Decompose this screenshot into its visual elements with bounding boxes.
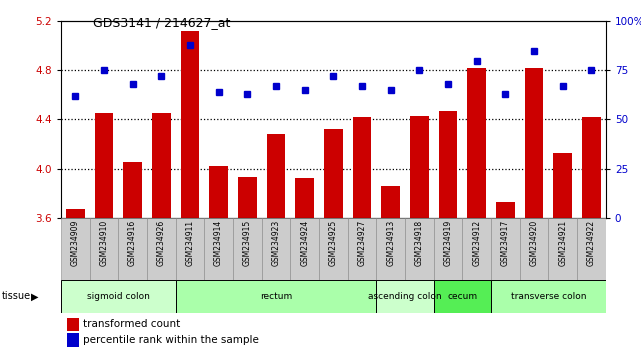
Text: tissue: tissue	[1, 291, 30, 302]
Text: percentile rank within the sample: percentile rank within the sample	[83, 335, 259, 345]
Text: GSM234925: GSM234925	[329, 219, 338, 266]
Text: ▶: ▶	[31, 291, 38, 302]
Bar	[181, 31, 199, 218]
Bar	[405, 218, 434, 280]
Text: GSM234912: GSM234912	[472, 219, 481, 266]
Bar	[496, 202, 515, 218]
Bar	[123, 162, 142, 218]
Text: GDS3141 / 214627_at: GDS3141 / 214627_at	[93, 16, 230, 29]
Text: transformed count: transformed count	[83, 319, 181, 329]
Bar	[376, 280, 434, 313]
Bar	[520, 218, 549, 280]
Text: GSM234920: GSM234920	[529, 219, 538, 266]
Text: GSM234918: GSM234918	[415, 219, 424, 266]
Text: GSM234919: GSM234919	[444, 219, 453, 266]
Text: GSM234927: GSM234927	[358, 219, 367, 266]
Bar	[118, 218, 147, 280]
Text: GSM234923: GSM234923	[272, 219, 281, 266]
Bar	[296, 178, 314, 218]
Text: GSM234909: GSM234909	[71, 219, 79, 266]
Bar	[210, 166, 228, 218]
Bar	[491, 218, 520, 280]
Bar	[238, 177, 256, 218]
Text: ascending colon: ascending colon	[368, 292, 442, 301]
Bar	[176, 280, 376, 313]
Bar	[467, 68, 486, 218]
Bar	[324, 129, 343, 218]
Bar	[347, 218, 376, 280]
Bar	[319, 218, 347, 280]
Bar	[95, 113, 113, 218]
Text: cecum: cecum	[447, 292, 478, 301]
Bar	[553, 153, 572, 218]
Bar	[204, 218, 233, 280]
Bar	[353, 117, 371, 218]
Bar	[267, 134, 285, 218]
Text: GSM234924: GSM234924	[300, 219, 309, 266]
Bar	[381, 186, 400, 218]
Bar	[577, 218, 606, 280]
Bar	[410, 116, 429, 218]
Text: GSM234914: GSM234914	[214, 219, 223, 266]
Bar	[549, 218, 577, 280]
Text: GSM234915: GSM234915	[243, 219, 252, 266]
Text: GSM234922: GSM234922	[587, 219, 596, 266]
Text: GSM234916: GSM234916	[128, 219, 137, 266]
Bar	[147, 218, 176, 280]
Bar	[262, 218, 290, 280]
Bar	[290, 218, 319, 280]
Bar	[438, 111, 457, 218]
Bar	[152, 113, 171, 218]
Bar	[491, 280, 606, 313]
Bar	[376, 218, 405, 280]
Bar	[462, 218, 491, 280]
Bar	[434, 280, 491, 313]
Text: sigmoid colon: sigmoid colon	[87, 292, 150, 301]
Bar	[434, 218, 462, 280]
Text: GSM234917: GSM234917	[501, 219, 510, 266]
Bar	[61, 280, 176, 313]
Bar	[61, 218, 90, 280]
Text: GSM234911: GSM234911	[185, 219, 194, 266]
Text: GSM234910: GSM234910	[99, 219, 108, 266]
Bar	[90, 218, 118, 280]
Bar	[233, 218, 262, 280]
Text: GSM234913: GSM234913	[386, 219, 395, 266]
Text: GSM234921: GSM234921	[558, 219, 567, 266]
Text: rectum: rectum	[260, 292, 292, 301]
Text: transverse colon: transverse colon	[511, 292, 586, 301]
Bar	[176, 218, 204, 280]
Bar	[582, 117, 601, 218]
Text: GSM234926: GSM234926	[157, 219, 166, 266]
Bar	[525, 68, 544, 218]
Bar	[66, 209, 85, 218]
